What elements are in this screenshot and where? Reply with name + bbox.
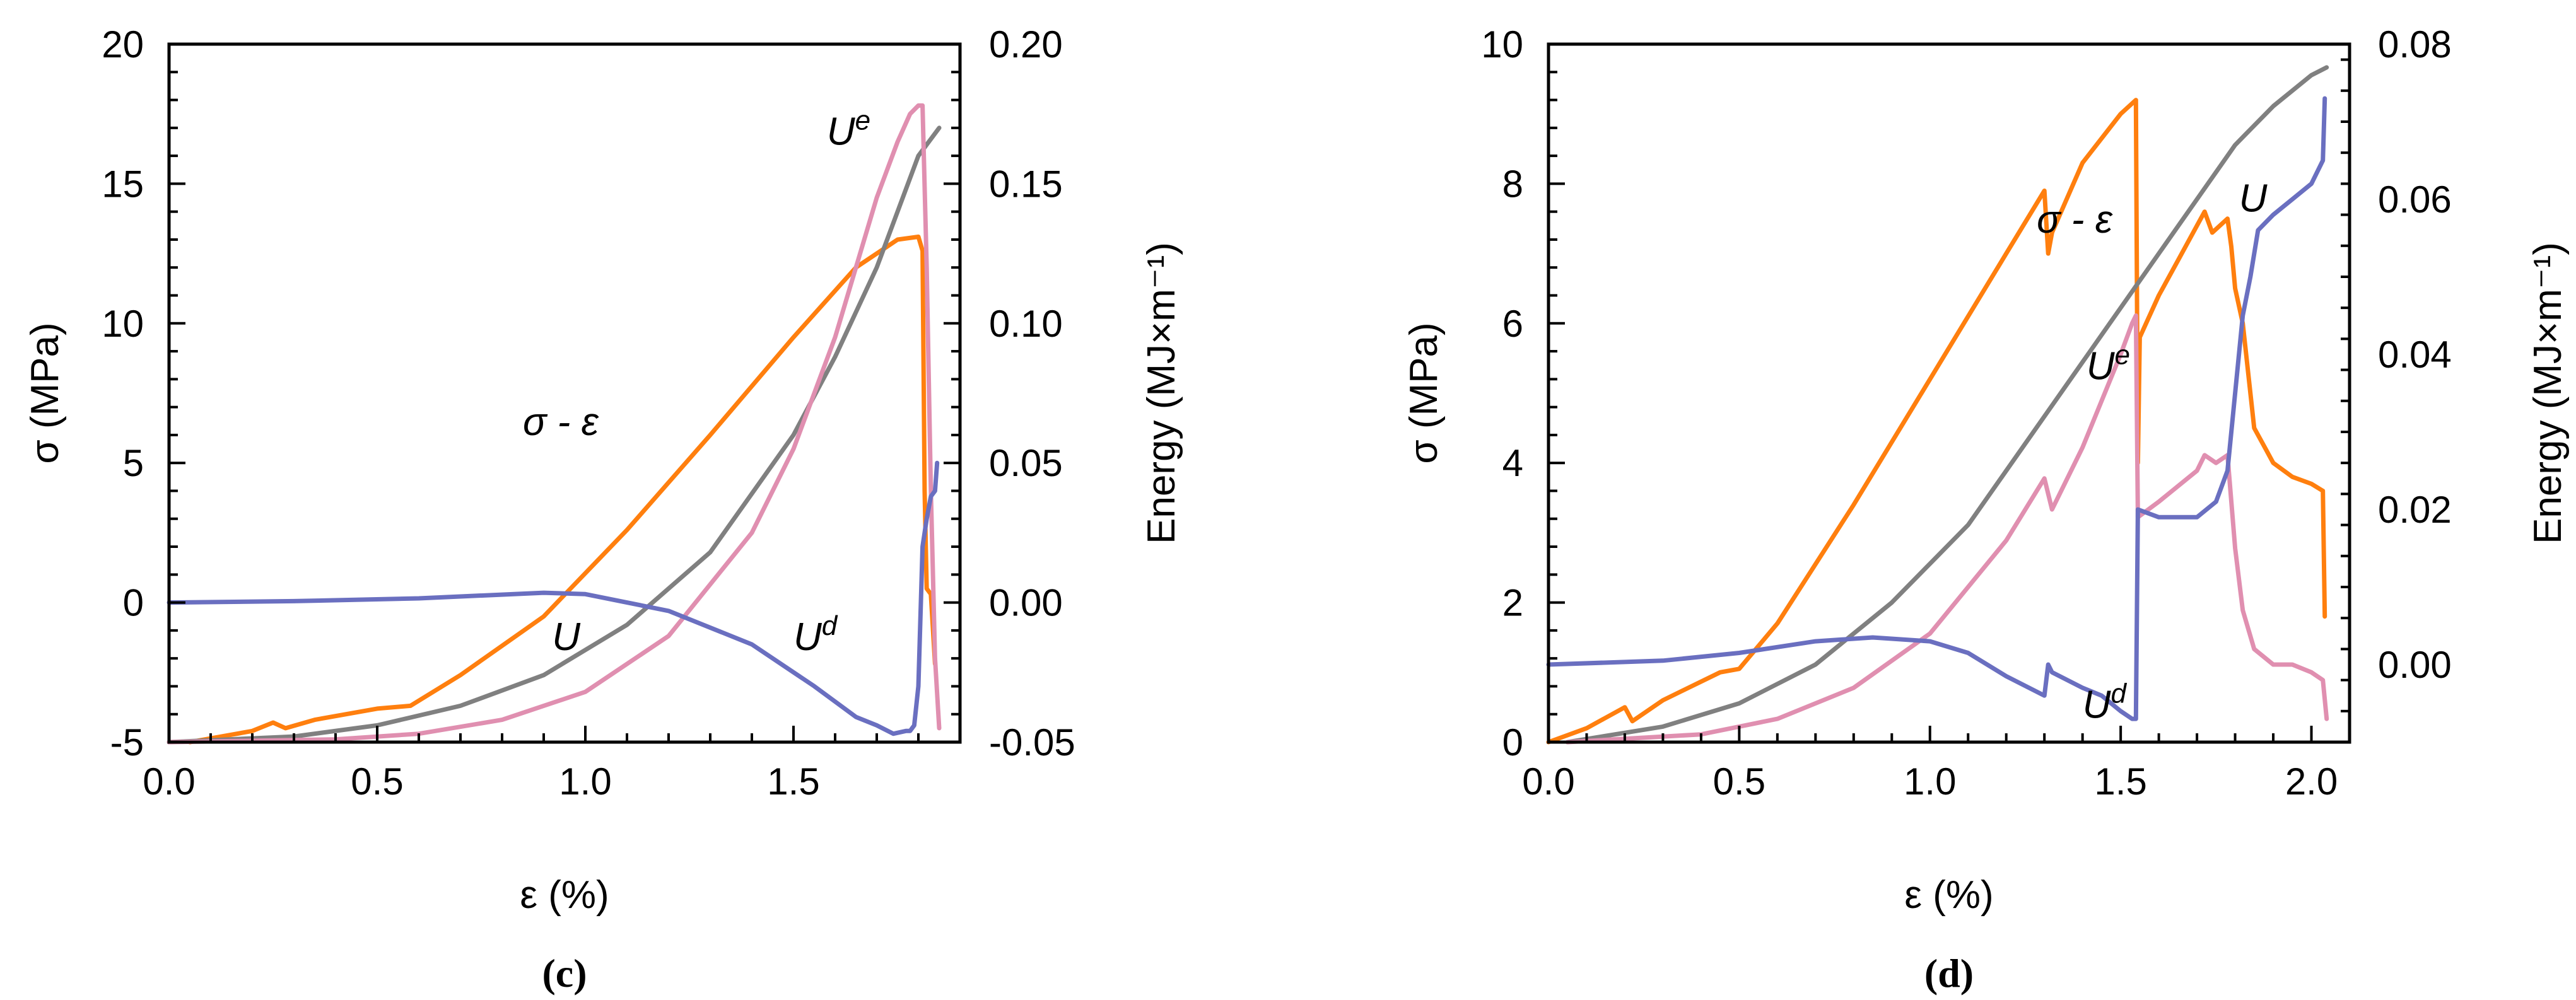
- plot-frame: [1547, 42, 2351, 744]
- series-line-ud-1: [1546, 96, 2327, 721]
- y2-axis-title: Energy (MJ×m⁻¹): [2526, 242, 2570, 544]
- y-tick-label: 4: [1502, 442, 1523, 484]
- chart-panel-0: 0.0 0.5 1.0 1.5 -5 0 5 10 15 20 -0.05 0.00 0.05 0.10 0…: [23, 23, 1183, 996]
- series-line-ud-0: [167, 460, 940, 736]
- y2-tick-label: 0.00: [989, 582, 1063, 624]
- y2-tick-label: 0.02: [2378, 489, 2452, 531]
- y2-tick-label: 0.08: [2378, 23, 2452, 66]
- series-line-ue-0: [167, 103, 942, 745]
- y2-tick-label: 0.10: [989, 303, 1063, 345]
- y-tick-label: 10: [1481, 23, 1523, 66]
- y-tick-label: -5: [110, 721, 144, 764]
- y2-tick-label: 0.00: [2378, 644, 2452, 686]
- plot-frame: [167, 42, 962, 744]
- y2-tick-label: 0.05: [989, 442, 1063, 484]
- curve-annotation: Ue: [827, 105, 870, 153]
- x-tick-label: 1.5: [767, 760, 819, 803]
- x-tick-label: 0.0: [143, 760, 195, 803]
- x-tick-label: 0.5: [351, 760, 403, 803]
- y2-tick-label: -0.05: [989, 721, 1075, 764]
- curve-annotation: U: [552, 615, 581, 659]
- series-line-u-1: [1565, 65, 2329, 745]
- y2-tick-label: 0.06: [2378, 178, 2452, 221]
- x-tick-label: 1.5: [2094, 760, 2146, 803]
- curve-annotation: Ud: [2083, 678, 2128, 726]
- series-line--1: [1546, 98, 2327, 745]
- y-axis-title: σ (MPa): [23, 322, 67, 463]
- x-tick-label: 0.0: [1522, 760, 1574, 803]
- y-tick-label: 0: [123, 582, 144, 624]
- y-axis-title: σ (MPa): [1402, 322, 1446, 463]
- series-line-u-0: [167, 125, 942, 745]
- x-tick-label: 0.5: [1713, 760, 1765, 803]
- panel-label: (c): [542, 951, 587, 996]
- y2-axis-title: Energy (MJ×m⁻¹): [1140, 242, 1183, 544]
- y2-tick-label: 0.15: [989, 163, 1063, 205]
- y-tick-label: 15: [102, 163, 144, 205]
- panel-label: (d): [1924, 951, 1974, 996]
- curve-annotation: U: [2239, 177, 2268, 221]
- curve-annotation: σ - ε: [523, 400, 599, 444]
- series-line-ue-1: [1565, 313, 2329, 745]
- x-tick-label: 1.0: [559, 760, 611, 803]
- y-tick-label: 5: [123, 442, 144, 484]
- series-line--0: [187, 235, 937, 745]
- x-tick-label: 2.0: [2285, 760, 2338, 803]
- chart-panel-1: 0.0 0.5 1.0 1.5 2.0 0 2 4 6 8 10 0.00 0.02 0.04 0.06 0.…: [1402, 23, 2570, 996]
- x-axis-title: ε (%): [1904, 873, 1993, 917]
- y-tick-label: 0: [1502, 721, 1523, 764]
- y-tick-label: 10: [102, 303, 144, 345]
- x-axis-title: ε (%): [520, 873, 609, 917]
- y-tick-label: 6: [1502, 303, 1523, 345]
- y2-tick-label: 0.04: [2378, 334, 2452, 376]
- x-tick-label: 1.0: [1904, 760, 1956, 803]
- y-tick-label: 2: [1502, 582, 1523, 624]
- curve-annotation: Ue: [2087, 339, 2130, 388]
- y-tick-label: 20: [102, 23, 144, 66]
- curve-annotation: σ - ε: [2037, 198, 2112, 241]
- curve-annotation: Ud: [793, 610, 838, 659]
- y-tick-label: 8: [1502, 163, 1523, 205]
- y2-tick-label: 0.20: [989, 23, 1063, 66]
